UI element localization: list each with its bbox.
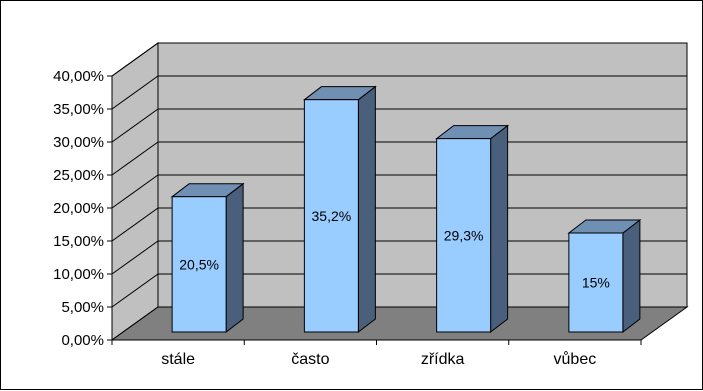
y-tick-label: 35,00% — [53, 101, 104, 118]
x-tick-label: zřídka — [421, 351, 465, 368]
gridline — [111, 75, 687, 110]
data-label: 35,2% — [312, 208, 352, 224]
gridline — [111, 240, 687, 275]
gridline — [111, 108, 687, 143]
bar — [171, 196, 227, 333]
data-label: 29,3% — [444, 227, 484, 243]
y-tick-label: 40,00% — [53, 68, 104, 85]
y-tick-label: 25,00% — [53, 167, 104, 184]
bar — [568, 232, 624, 333]
bar-side — [622, 218, 641, 334]
bar-side — [225, 182, 244, 334]
gridline — [111, 42, 687, 77]
bar-side — [357, 85, 376, 334]
bar — [436, 138, 492, 333]
y-tick-label: 0,00% — [61, 332, 104, 349]
gridline — [111, 273, 687, 308]
x-tick-label: stále — [161, 351, 195, 368]
data-label: 20,5% — [179, 256, 219, 272]
gridline — [111, 207, 687, 242]
data-label: 15% — [582, 275, 610, 291]
x-tick-label: vůbec — [554, 350, 597, 368]
y-tick-label: 10,00% — [53, 266, 104, 283]
gridline — [111, 174, 687, 209]
gridline — [111, 141, 687, 176]
y-tick-label: 15,00% — [53, 233, 104, 250]
x-tick-label: často — [291, 351, 329, 368]
y-tick-label: 20,00% — [53, 200, 104, 217]
bar-side — [490, 124, 509, 334]
y-tick-label: 5,00% — [61, 299, 104, 316]
bar — [303, 99, 359, 333]
y-tick-label: 30,00% — [53, 134, 104, 151]
